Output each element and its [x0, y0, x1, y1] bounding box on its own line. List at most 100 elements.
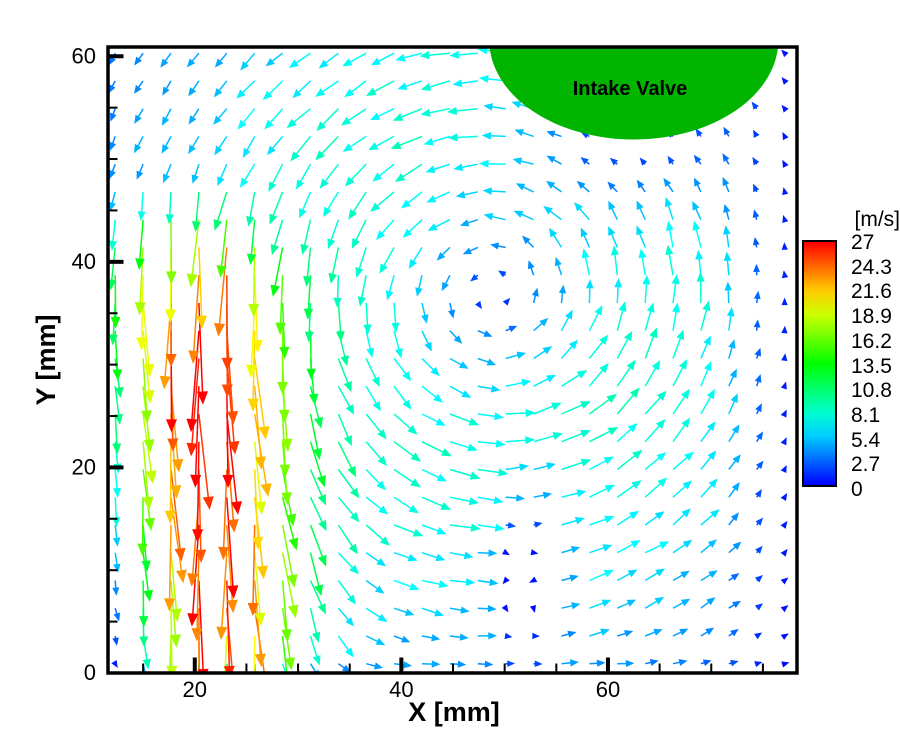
velocity-vector: [561, 369, 588, 387]
velocity-vector: [589, 569, 614, 582]
velocity-vector: [169, 580, 181, 648]
velocity-vector: [616, 480, 642, 498]
velocity-vector: [137, 497, 148, 557]
velocity-vector: [636, 179, 646, 193]
velocity-vector: [723, 225, 731, 248]
velocity-vector: [754, 575, 763, 583]
velocity-vector: [505, 463, 529, 472]
velocity-vector: [638, 248, 647, 276]
velocity-vector: [667, 155, 675, 165]
velocity-vector: [644, 477, 668, 498]
velocity-vector: [722, 176, 730, 193]
velocity-vector: [449, 468, 481, 480]
velocity-vector: [610, 245, 619, 276]
velocity-vector: [672, 388, 690, 415]
velocity-vector: [385, 274, 395, 301]
velocity-vector: [170, 497, 187, 584]
velocity-vector: [365, 441, 388, 467]
velocity-vector: [589, 628, 610, 637]
velocity-vector: [328, 247, 340, 284]
velocity-vector: [421, 496, 452, 510]
velocity-vector: [561, 458, 592, 471]
velocity-vector: [319, 163, 339, 189]
velocity-vector: [754, 374, 762, 387]
velocity-vector: [477, 523, 505, 532]
velocity-vector: [636, 200, 646, 221]
intake-valve-ellipse: [489, 48, 778, 140]
velocity-vector: [645, 659, 659, 666]
velocity-vector: [533, 432, 563, 443]
velocity-vector: [636, 225, 646, 248]
velocity-vector: [446, 106, 478, 116]
velocity-vector: [728, 659, 739, 667]
velocity-vector: [724, 281, 732, 304]
velocity-vector: [728, 424, 740, 443]
velocity-vector: [616, 330, 633, 359]
velocity-vector: [505, 351, 527, 360]
velocity-vector: [112, 580, 120, 596]
velocity-vector: [781, 270, 789, 279]
velocity-vector: [393, 441, 422, 462]
velocity-vector: [482, 187, 506, 195]
velocity-vector: [226, 413, 243, 515]
velocity-vector: [372, 163, 395, 182]
velocity-vector: [337, 580, 357, 605]
velocity-vector: [277, 330, 288, 395]
velocity-vector: [529, 604, 536, 613]
velocity-vector: [781, 77, 789, 85]
velocity-vector: [477, 632, 498, 640]
velocity-vector: [240, 52, 256, 71]
velocity-vector: [693, 154, 702, 165]
velocity-vector: [288, 52, 311, 69]
velocity-vector: [142, 302, 155, 378]
velocity-vector: [392, 108, 423, 121]
velocity-vector: [608, 200, 618, 221]
vector-field: [109, 48, 790, 672]
velocity-vector: [533, 660, 543, 668]
velocity-vector: [560, 339, 578, 359]
velocity-vector: [672, 329, 685, 359]
velocity-vector: [561, 659, 579, 667]
velocity-vector: [462, 246, 479, 255]
velocity-vector: [170, 469, 186, 562]
velocity-vector: [533, 346, 553, 360]
velocity-vector: [449, 523, 481, 532]
velocity-vector: [365, 385, 381, 412]
velocity-vector: [337, 413, 352, 447]
velocity-vector: [616, 539, 641, 554]
velocity-vector: [365, 579, 385, 594]
velocity-vector: [533, 491, 553, 499]
velocity-vector: [580, 227, 591, 248]
velocity-vector: [253, 663, 257, 672]
velocity-vector: [393, 579, 420, 591]
velocity-vector: [133, 136, 144, 154]
velocity-vector: [425, 163, 451, 173]
velocity-vector: [340, 108, 367, 126]
velocity-vector: [754, 661, 763, 668]
velocity-vector: [781, 353, 788, 362]
velocity-vector: [109, 80, 116, 93]
velocity-vector: [109, 136, 117, 151]
velocity-vector: [365, 468, 386, 491]
velocity-vector: [755, 545, 763, 554]
velocity-vector: [644, 568, 666, 582]
velocity-vector: [522, 235, 535, 248]
velocity-vector: [421, 357, 440, 377]
velocity-vector: [370, 191, 395, 212]
velocity-vector: [580, 156, 590, 165]
velocity-vector: [700, 570, 718, 582]
velocity-vector: [449, 496, 480, 506]
velocity-vector: [190, 386, 202, 488]
velocity-vector: [449, 578, 476, 586]
velocity-vector: [754, 603, 764, 611]
velocity-vector: [344, 163, 367, 187]
x-tick-label: 40: [389, 677, 413, 702]
velocity-vector: [191, 191, 201, 233]
velocity-vector: [589, 599, 612, 609]
velocity-vector: [197, 580, 209, 672]
velocity-vector: [275, 275, 286, 336]
velocity-vector: [366, 662, 384, 670]
velocity-vector: [665, 220, 674, 248]
velocity-vector: [309, 496, 327, 532]
